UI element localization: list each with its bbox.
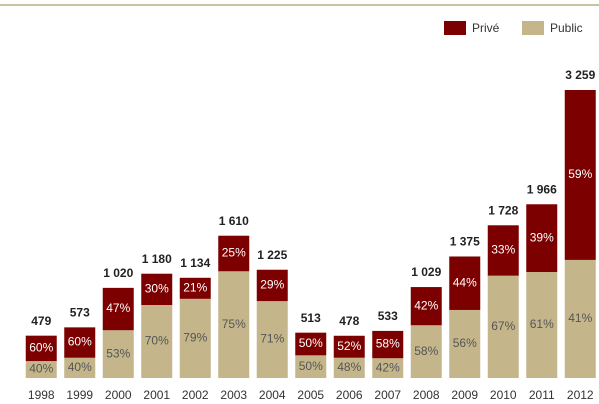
bar-segment (526, 204, 558, 273)
legend-label: Privé (472, 21, 500, 35)
segment-label: 58% (376, 337, 400, 351)
x-tick-label: 2004 (259, 388, 286, 402)
x-tick-label: 2003 (220, 388, 247, 402)
total-label: 1 610 (219, 214, 249, 228)
segment-label: 29% (260, 278, 284, 292)
segment-label: 60% (29, 341, 53, 355)
segment-label: 39% (530, 230, 554, 244)
x-tick-label: 1998 (28, 388, 55, 402)
bar-segment (64, 357, 96, 378)
x-tick-label: 2006 (336, 388, 363, 402)
segment-label: 61% (530, 317, 554, 331)
bar-segment (179, 298, 211, 378)
total-label: 1 180 (142, 252, 172, 266)
x-tick-label: 2000 (105, 388, 132, 402)
segment-label: 40% (68, 360, 92, 374)
segment-label: 75% (222, 317, 246, 331)
segment-label: 48% (337, 360, 361, 374)
bar-segment (564, 90, 596, 260)
total-label: 1 134 (180, 256, 210, 270)
segment-label: 30% (145, 282, 169, 296)
bar-segment (410, 325, 442, 378)
bar-segment (102, 330, 134, 378)
segment-label: 50% (299, 336, 323, 350)
segment-label: 79% (183, 331, 207, 345)
bar-segment (564, 259, 596, 378)
bar-segment (295, 332, 327, 356)
segment-label: 67% (491, 319, 515, 333)
segment-label: 40% (29, 362, 53, 376)
bar-segment (256, 301, 288, 378)
bar-segment (333, 335, 365, 358)
bar-segment (141, 305, 173, 378)
total-label: 1 966 (527, 182, 557, 196)
total-label: 1 225 (257, 248, 287, 262)
legend-swatch (444, 21, 466, 35)
x-tick-label: 2002 (182, 388, 209, 402)
segment-label: 71% (260, 332, 284, 346)
x-tick-label: 2005 (297, 388, 324, 402)
segment-label: 70% (145, 334, 169, 348)
x-tick-label: 2008 (413, 388, 440, 402)
segment-label: 53% (106, 346, 130, 360)
bar-segment (410, 287, 442, 326)
bar-segment (25, 335, 57, 362)
total-label: 3 259 (565, 68, 595, 82)
total-label: 479 (31, 314, 51, 328)
segment-label: 21% (183, 280, 207, 294)
bar-segment (449, 309, 481, 378)
bar-segment (487, 225, 519, 276)
segment-label: 58% (414, 344, 438, 358)
bar-segment (372, 358, 404, 378)
total-label: 1 020 (103, 266, 133, 280)
segment-label: 60% (68, 335, 92, 349)
bar-segment (141, 273, 173, 306)
segment-label: 59% (568, 167, 592, 181)
x-tick-label: 2012 (567, 388, 594, 402)
total-label: 533 (378, 309, 398, 323)
legend-label: Public (550, 21, 583, 35)
bar-segment (218, 235, 250, 272)
x-tick-label: 2011 (529, 388, 555, 402)
bar-segment (487, 275, 519, 378)
x-tick-label: 2001 (143, 388, 170, 402)
segment-label: 52% (337, 339, 361, 353)
bar-segment (295, 355, 327, 378)
total-label: 478 (339, 314, 359, 328)
bar-segment (102, 287, 134, 331)
bar-segment (64, 327, 96, 358)
segment-label: 25% (222, 246, 246, 260)
segment-label: 47% (106, 301, 130, 315)
bar-segment (218, 271, 250, 378)
total-label: 1 728 (488, 203, 518, 217)
segment-label: 41% (568, 311, 592, 325)
bar-segment (256, 269, 288, 302)
bar-segment (449, 256, 481, 310)
segment-label: 44% (453, 275, 477, 289)
segment-label: 56% (453, 336, 477, 350)
total-label: 1 029 (411, 265, 441, 279)
bar-segment (333, 357, 365, 378)
x-tick-label: 1999 (66, 388, 93, 402)
segment-label: 42% (414, 298, 438, 312)
total-label: 573 (70, 306, 90, 320)
total-label: 1 375 (450, 235, 480, 249)
x-tick-label: 2009 (451, 388, 478, 402)
bar-segment (526, 272, 558, 378)
legend-swatch (522, 21, 544, 35)
x-tick-label: 2010 (490, 388, 517, 402)
bar-segment (179, 277, 211, 299)
segment-label: 50% (299, 359, 323, 373)
bar-segment (25, 361, 57, 378)
segment-label: 33% (491, 243, 515, 257)
x-tick-label: 2007 (374, 388, 401, 402)
segment-label: 42% (376, 360, 400, 374)
total-label: 513 (301, 311, 321, 325)
bar-segment (372, 330, 404, 359)
